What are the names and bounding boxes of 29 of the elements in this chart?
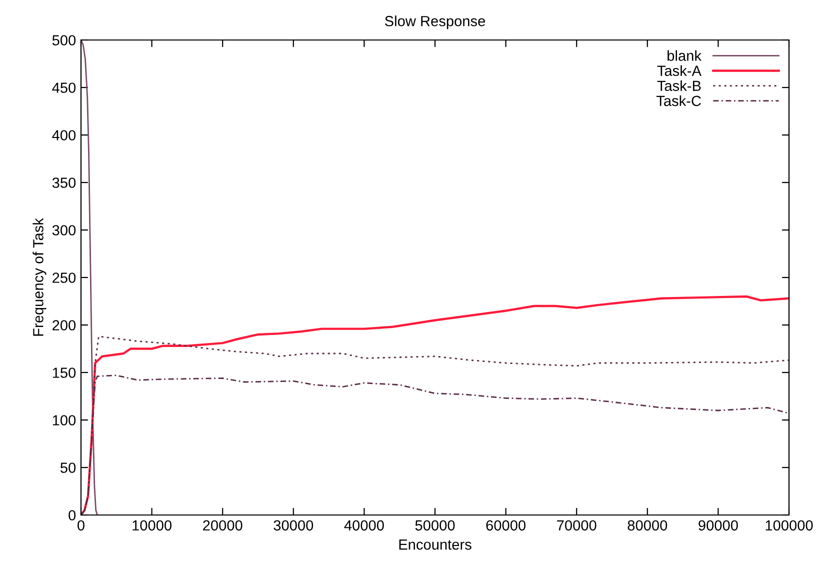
legend-label: Task-A bbox=[657, 65, 702, 76]
x-tick-label: 10000 bbox=[132, 520, 172, 531]
x-tick-label: 20000 bbox=[203, 520, 242, 531]
y-tick-label: 150 bbox=[52, 368, 76, 378]
x-axis-title: Encounters bbox=[399, 540, 472, 550]
y-tick-label: 200 bbox=[52, 320, 76, 330]
legend-label: Task-B bbox=[657, 80, 701, 92]
y-tick-label: 500 bbox=[52, 35, 76, 46]
legend-label: Task-C bbox=[656, 95, 701, 106]
x-tick-label: 50000 bbox=[415, 520, 455, 531]
y-tick-label: 50 bbox=[60, 462, 76, 473]
y-tick-label: 300 bbox=[52, 225, 76, 236]
y-tick-label: 450 bbox=[52, 82, 76, 93]
y-axis-title: Frequency of Task bbox=[32, 218, 46, 336]
y-tick-label: 250 bbox=[52, 272, 76, 283]
y-tick-label: 0 bbox=[68, 510, 76, 520]
x-tick-label: 90000 bbox=[698, 520, 738, 531]
x-tick-label: 30000 bbox=[274, 520, 314, 531]
legend-label: blank bbox=[668, 50, 702, 61]
y-tick-label: 400 bbox=[52, 130, 76, 140]
x-tick-label: 70000 bbox=[557, 520, 596, 531]
y-tick-label: 100 bbox=[52, 415, 76, 426]
x-tick-label: 80000 bbox=[628, 520, 668, 531]
x-tick-label: 40000 bbox=[344, 520, 384, 531]
x-tick-label: 0 bbox=[78, 520, 84, 531]
chart-title: Slow Response bbox=[385, 16, 486, 30]
x-tick-label: 100000 bbox=[766, 520, 813, 531]
x-tick-label: 60000 bbox=[486, 520, 526, 531]
y-tick-label: 350 bbox=[52, 178, 76, 188]
